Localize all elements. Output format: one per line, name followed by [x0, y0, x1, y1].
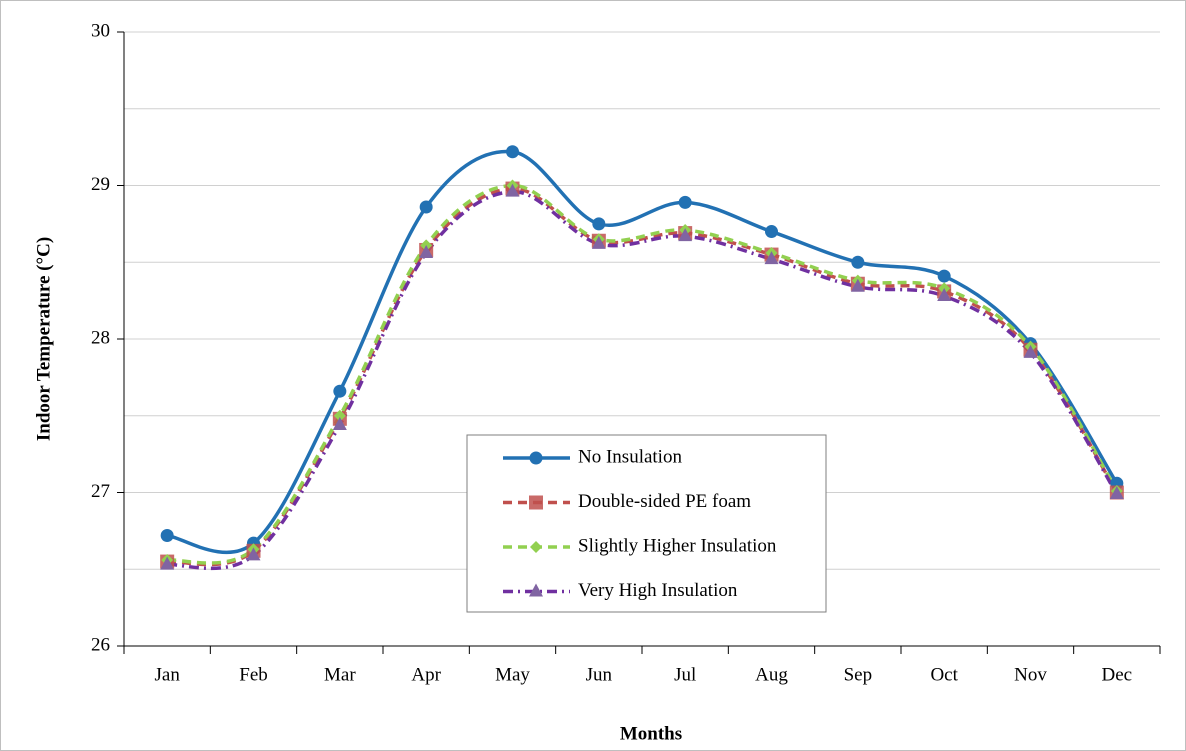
data-point	[332, 416, 347, 430]
data-point	[592, 217, 606, 231]
data-point	[937, 269, 951, 283]
data-point	[765, 225, 778, 239]
x-axis-title: Months	[620, 723, 682, 744]
data-point	[160, 528, 174, 542]
legend-label: No Insulation	[578, 446, 682, 467]
data-point	[1023, 344, 1038, 358]
series-line	[166, 149, 1119, 555]
data-point	[506, 145, 519, 159]
legend-box	[466, 434, 827, 613]
data-point	[678, 195, 692, 209]
series-line	[166, 189, 1119, 571]
x-tick-label: Jul	[674, 664, 696, 685]
data-point	[333, 409, 346, 422]
x-tick-label: May	[495, 664, 530, 685]
x-tick-label: Jun	[586, 664, 613, 685]
y-tick-label: 29	[91, 174, 110, 195]
x-tick-label: Oct	[930, 664, 958, 685]
x-tick-label: Jan	[155, 664, 181, 685]
legend-label: Very High Insulation	[578, 580, 738, 601]
legend-marker	[529, 583, 543, 597]
legend-label: Slightly Higher Insulation	[578, 535, 777, 556]
series-line	[166, 186, 1119, 567]
x-tick-label: Dec	[1102, 664, 1133, 685]
data-point	[764, 251, 779, 265]
data-point	[505, 183, 520, 197]
legend-marker	[530, 541, 542, 553]
data-point	[591, 235, 606, 249]
legend-marker	[529, 451, 543, 465]
y-tick-label: 27	[91, 481, 110, 502]
y-axis-title: Indoor Temperature (°C)	[33, 237, 54, 441]
data-point	[851, 255, 865, 269]
data-point	[419, 245, 434, 259]
x-tick-label: Feb	[239, 664, 268, 685]
data-point	[850, 278, 865, 292]
x-tick-label: Apr	[411, 664, 441, 685]
y-tick-label: 28	[91, 327, 110, 348]
x-tick-label: Aug	[755, 664, 788, 685]
data-point	[246, 547, 261, 561]
data-point	[1109, 486, 1124, 500]
x-tick-label: Sep	[844, 664, 873, 685]
legend-marker	[529, 495, 543, 510]
data-point	[419, 200, 433, 214]
x-tick-label: Mar	[324, 664, 356, 685]
data-point	[333, 384, 347, 398]
data-point	[678, 228, 693, 242]
legend-label: Double-sided PE foam	[578, 491, 751, 512]
x-tick-label: Nov	[1014, 664, 1047, 685]
data-point	[937, 288, 952, 302]
series-line	[166, 183, 1119, 565]
y-tick-label: 26	[91, 634, 110, 655]
y-tick-label: 30	[91, 20, 110, 41]
data-point	[160, 556, 175, 570]
